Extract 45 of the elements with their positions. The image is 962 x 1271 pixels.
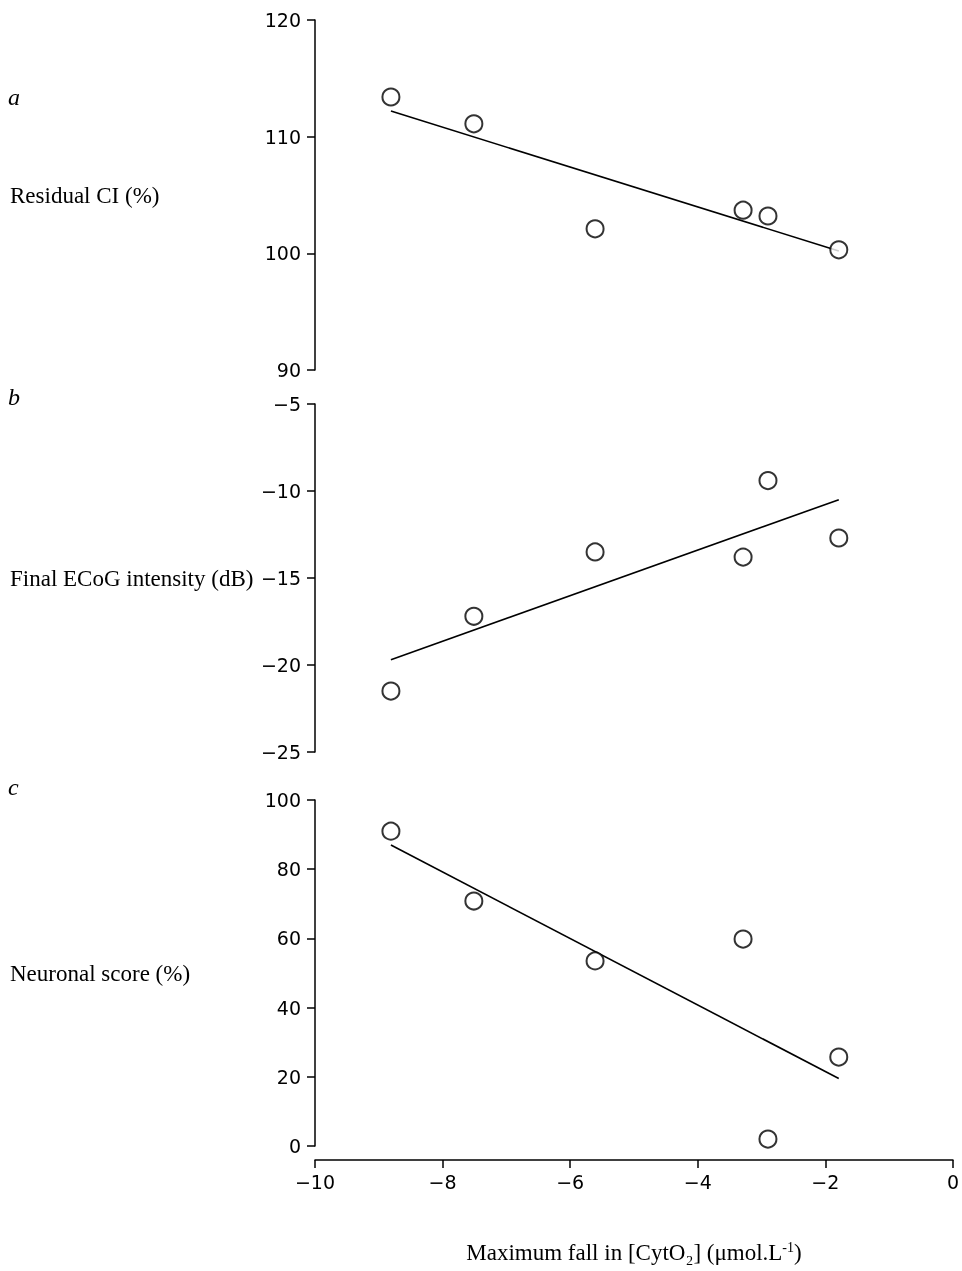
point <box>464 891 484 911</box>
point <box>733 929 753 949</box>
point <box>585 219 605 239</box>
x-tick-label: 0 <box>946 1170 959 1193</box>
y-axis-title: Neuronal score (%) <box>10 960 191 986</box>
text: b <box>8 384 20 410</box>
x-tick-label: −2 <box>811 1170 840 1193</box>
y-axis-title: Residual CI (%) <box>10 182 160 208</box>
y-tick-label: 90 <box>276 359 301 381</box>
point <box>733 200 753 220</box>
point <box>585 951 605 971</box>
y-tick-label: 0 <box>288 1135 301 1157</box>
text: c <box>8 774 19 800</box>
point <box>585 542 605 562</box>
point <box>758 206 778 226</box>
point <box>733 547 753 567</box>
point <box>829 528 849 548</box>
y-tick-label: 40 <box>276 996 301 1019</box>
y-tick-label: 120 <box>264 9 301 31</box>
y-tick-label: 60 <box>276 927 301 950</box>
point <box>381 87 401 107</box>
x-tick-label: −4 <box>683 1170 712 1193</box>
y-tick-label: −10 <box>260 480 301 502</box>
y-tick-label: 110 <box>264 125 301 148</box>
y-tick-label: −20 <box>260 654 301 676</box>
x-tick-label: −8 <box>428 1170 457 1193</box>
point <box>464 114 484 134</box>
y-tick-label: −25 <box>260 741 301 763</box>
x-tick-label: −10 <box>294 1170 336 1193</box>
y-tick-label: −15 <box>260 567 301 589</box>
point <box>829 240 849 260</box>
y-tick-label: 80 <box>276 858 301 881</box>
point <box>381 821 401 841</box>
y-axis-title: Final ECoG intensity (dB) <box>10 565 254 591</box>
point <box>829 1047 849 1067</box>
point <box>464 606 484 626</box>
y-tick-label: 20 <box>276 1065 301 1088</box>
y-tick-label: 100 <box>264 789 301 811</box>
point <box>381 681 401 701</box>
point <box>758 1129 778 1149</box>
text: a <box>8 84 20 110</box>
x-tick-label: −6 <box>556 1170 585 1193</box>
y-tick-label: 100 <box>264 242 301 265</box>
point <box>758 471 778 491</box>
y-tick-label: −5 <box>272 393 301 415</box>
